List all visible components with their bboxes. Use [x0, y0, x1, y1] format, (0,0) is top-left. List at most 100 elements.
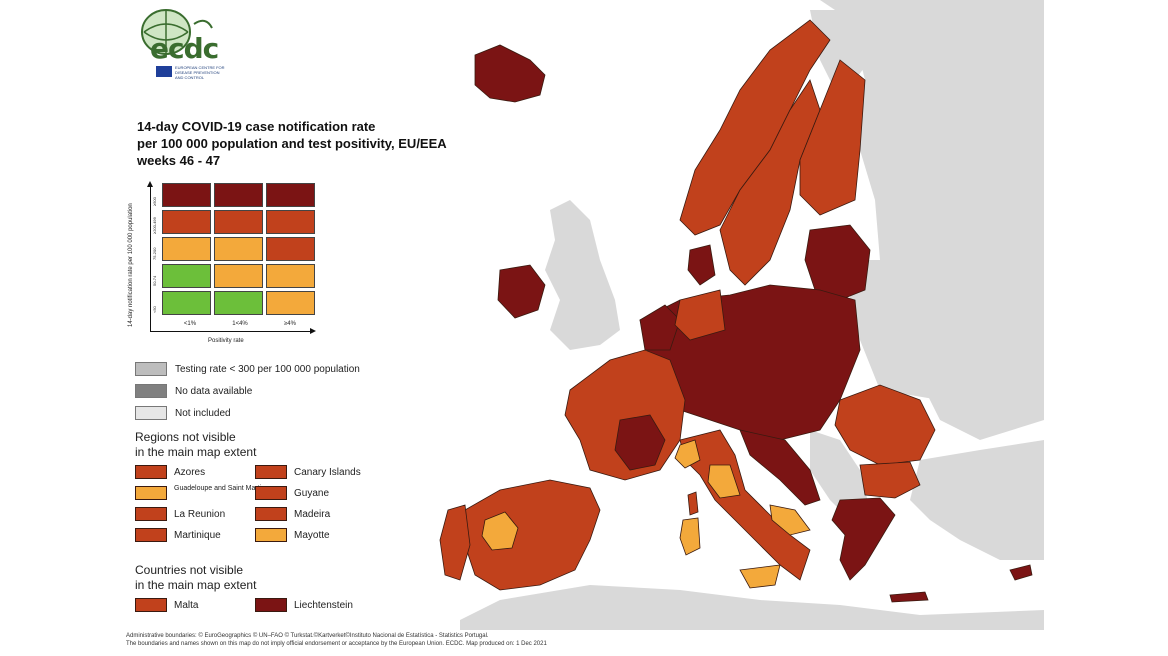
x-tick-3: ≥4%	[284, 321, 296, 327]
region-germany-north[interactable]	[674, 289, 726, 341]
region-spain-madrid[interactable]	[481, 511, 519, 551]
country-croatia[interactable]	[739, 429, 821, 506]
legend-label-testing: Testing rate < 300 per 100 000 populatio…	[175, 364, 360, 375]
country-swatch	[135, 598, 167, 612]
footer-line-1: Administrative boundaries: © EuroGeograp…	[126, 633, 489, 639]
country-bulgaria[interactable]	[859, 461, 921, 499]
country-label: Liechtenstein	[294, 600, 353, 611]
island-corsica[interactable]	[687, 491, 699, 516]
y-tick-3: 75-200	[152, 247, 157, 260]
matrix-cell	[214, 237, 263, 261]
island-sardinia[interactable]	[679, 517, 701, 556]
matrix-cell	[266, 183, 315, 207]
matrix-cell	[162, 237, 211, 261]
region-label: Guadeloupe and Saint Martin	[174, 485, 266, 492]
country-baltics[interactable]	[804, 224, 871, 301]
region-swatch	[255, 528, 287, 542]
region-label: La Reunion	[174, 509, 226, 520]
regions-heading-line-1: Regions not visible	[135, 430, 236, 444]
region-uk	[545, 200, 620, 350]
country-iceland[interactable]	[474, 44, 546, 103]
matrix-x-axis	[150, 331, 312, 332]
region-label: Mayotte	[294, 530, 330, 541]
matrix-cell	[214, 291, 263, 315]
y-tick-5: <50	[152, 306, 157, 313]
regions-heading-line-2: in the main map extent	[135, 445, 257, 459]
countries-heading-line-1: Countries not visible	[135, 563, 244, 577]
country-spain[interactable]	[464, 479, 601, 591]
legend-swatch-testing	[135, 362, 167, 376]
footer-line-2: The boundaries and names shown on this m…	[126, 641, 547, 647]
y-tick-4: 50-74	[152, 275, 157, 286]
x-tick-1: <1%	[183, 321, 197, 327]
region-label: Madeira	[294, 509, 331, 520]
matrix-x-axis-label: Positivity rate	[208, 338, 244, 344]
legend-label-no-data: No data available	[175, 386, 253, 397]
title-line-1: 14-day COVID-19 case notification rate	[137, 119, 376, 134]
legend-swatch-not-included	[135, 406, 167, 420]
country-greece[interactable]	[831, 497, 896, 581]
region-italy-south-orange[interactable]	[769, 504, 811, 536]
map-footer: Administrative boundaries: © EuroGeograp…	[126, 632, 547, 648]
region-swatch	[255, 507, 287, 521]
countries-heading-line-2: in the main map extent	[135, 578, 257, 592]
matrix-cell	[266, 291, 315, 315]
region-france-east[interactable]	[614, 414, 666, 471]
matrix-cell	[214, 183, 263, 207]
region-swatch	[255, 465, 287, 479]
country-portugal[interactable]	[439, 504, 471, 581]
island-crete[interactable]	[889, 591, 929, 603]
legend-swatch-no-data	[135, 384, 167, 398]
region-russia-east	[820, 0, 1044, 440]
eu-flag-icon	[156, 66, 172, 77]
region-western-balkans	[810, 430, 870, 520]
notification-matrix	[162, 183, 320, 321]
region-italy-north-orange[interactable]	[674, 439, 701, 469]
title-line-2: per 100 000 population and test positivi…	[137, 136, 447, 151]
country-swatch	[255, 598, 287, 612]
map-title: 14-day COVID-19 case notification rate p…	[137, 118, 497, 169]
matrix-cell	[162, 291, 211, 315]
ecdc-globe-icon	[141, 9, 213, 55]
region-swatch	[135, 486, 167, 500]
matrix-cell	[214, 264, 263, 288]
logo-subtitle: European Centre for Disease Prevention a…	[175, 65, 225, 80]
region-turkey	[910, 440, 1044, 560]
country-benelux[interactable]	[639, 304, 681, 351]
matrix-cell	[214, 210, 263, 234]
arrow-up-icon	[147, 181, 153, 187]
region-north-africa	[460, 585, 1044, 630]
matrix-y-axis	[150, 183, 151, 331]
country-finland[interactable]	[799, 59, 866, 216]
country-denmark[interactable]	[687, 244, 716, 286]
europe-map[interactable]	[120, 0, 1044, 630]
matrix-cell	[162, 210, 211, 234]
matrix-cell	[266, 210, 315, 234]
x-tick-2: 1<4%	[232, 321, 248, 327]
matrix-cell	[162, 264, 211, 288]
y-tick-2: ≥200-499	[152, 217, 157, 234]
region-label: Azores	[174, 467, 206, 478]
matrix-y-axis-label: 14-day notification rate per 100 000 pop…	[128, 203, 134, 327]
region-label: Martinique	[174, 530, 221, 541]
matrix-cell	[162, 183, 211, 207]
logo-wordmark: ecdc	[150, 32, 219, 65]
country-sweden[interactable]	[719, 79, 821, 286]
region-italy-central-orange[interactable]	[707, 464, 741, 499]
region-swatch	[135, 528, 167, 542]
legend-label-not-included: Not included	[175, 408, 231, 419]
map-area[interactable]	[120, 0, 1044, 630]
country-romania[interactable]	[834, 384, 936, 466]
arrow-right-icon	[310, 328, 316, 334]
region-swatch	[135, 507, 167, 521]
country-label: Malta	[174, 600, 199, 611]
country-norway[interactable]	[679, 19, 831, 236]
island-sicily[interactable]	[739, 564, 781, 589]
region-swatch	[255, 486, 287, 500]
title-line-3: weeks 46 - 47	[137, 153, 221, 168]
region-label: Canary Islands	[294, 467, 361, 478]
region-ukraine-belarus	[850, 260, 970, 400]
island-cyprus[interactable]	[1009, 564, 1033, 581]
y-tick-1: ≥500	[152, 197, 157, 206]
country-ireland[interactable]	[497, 264, 546, 319]
